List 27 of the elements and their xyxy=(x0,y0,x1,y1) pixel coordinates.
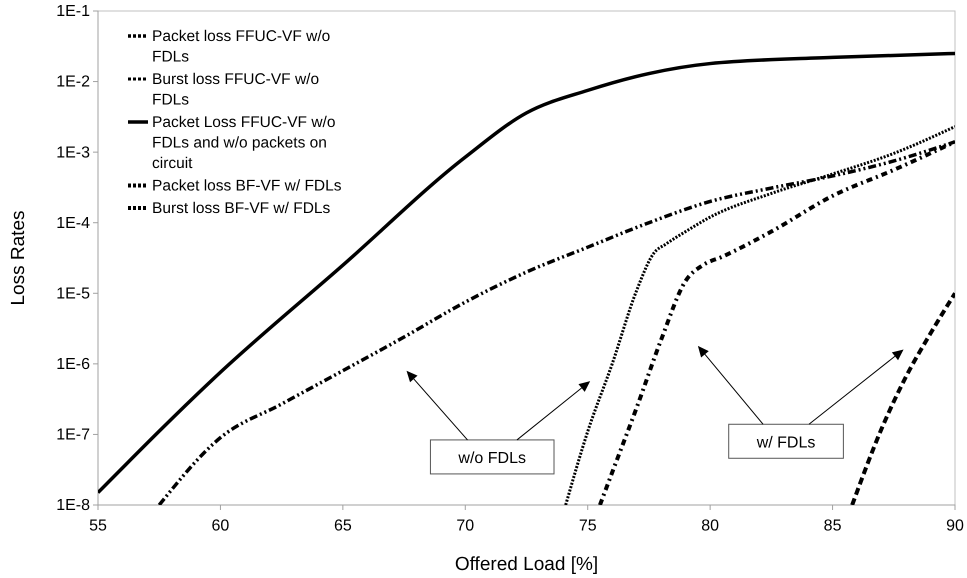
y-tick-label: 1E-5 xyxy=(56,285,90,302)
y-tick-label: 1E-3 xyxy=(56,144,90,162)
line-series xyxy=(98,52,955,494)
x-tick-label: 70 xyxy=(456,518,474,535)
legend-label: Packet Loss FFUC-VF w/o FDLs and w/o packets on circuit xyxy=(152,114,336,172)
y-axis-title: Loss Rates xyxy=(8,210,29,306)
line-series xyxy=(850,291,955,505)
annotation: w/o FDLs xyxy=(457,450,526,467)
x-tick-label: 80 xyxy=(701,518,720,535)
x-axis-title: Offered Load [%] xyxy=(454,554,598,575)
x-tick-label: 60 xyxy=(212,518,230,535)
x-tick-label: 55 xyxy=(89,518,107,535)
legend-label: Burst loss FFUC-VF w/o FDLs xyxy=(152,71,320,108)
x-tick-label: 90 xyxy=(946,518,964,535)
y-tick-label: 1E-6 xyxy=(56,356,90,373)
x-tick-label: 65 xyxy=(334,518,352,535)
y-tick-label: 1E-1 xyxy=(56,3,90,20)
y-tick-label: 1E-2 xyxy=(56,74,90,91)
y-tick-label: 1E-4 xyxy=(56,214,90,232)
x-tick-label: 85 xyxy=(824,518,842,535)
x-tick-label: 75 xyxy=(578,518,597,535)
legend-label: Burst loss BF-VF w/ FDLs xyxy=(152,200,331,217)
y-tick-label: 1E-8 xyxy=(56,497,90,514)
y-tick-label: 1E-7 xyxy=(56,426,90,444)
legend-label: Packet loss FFUC-VF w/o FDLs xyxy=(152,28,330,66)
legend-label: Packet loss BF-VF w/ FDLs xyxy=(152,178,342,194)
annotation: w/ FDLs xyxy=(756,434,816,452)
